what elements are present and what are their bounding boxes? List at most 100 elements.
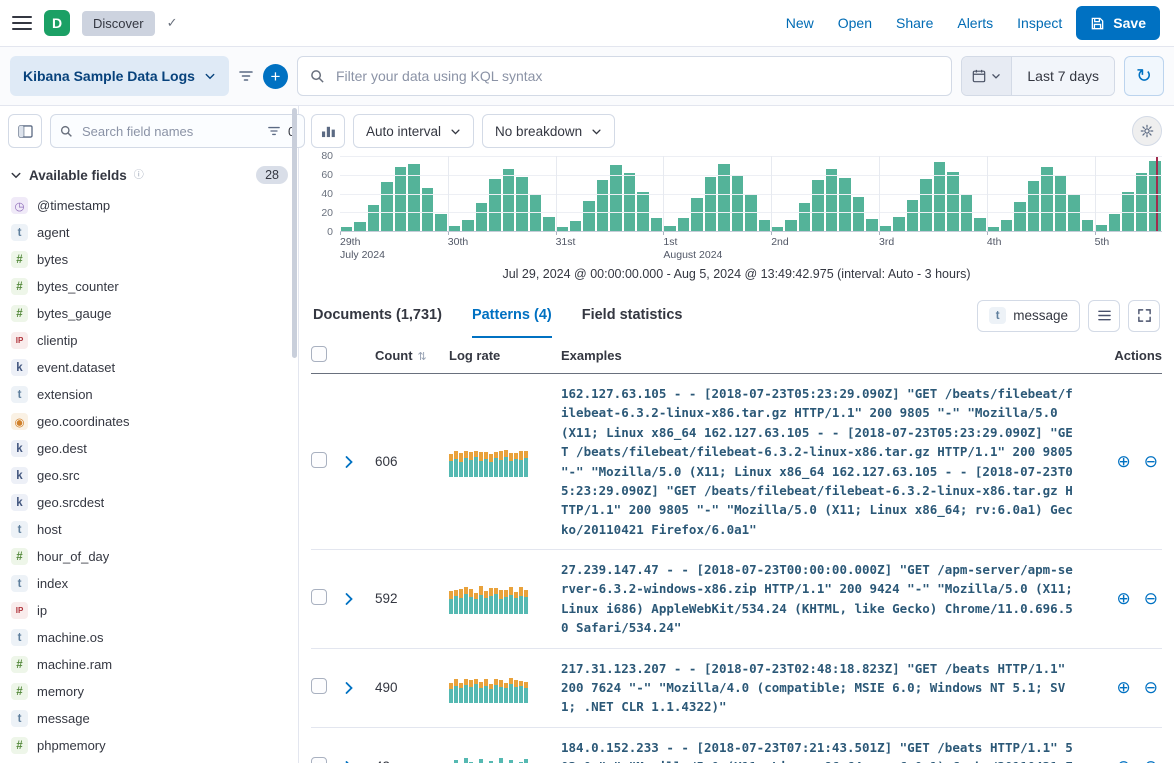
field-name: geo.srcdest	[37, 495, 105, 510]
tab-documents[interactable]: Documents (1,731)	[313, 306, 442, 323]
pattern-field-selector[interactable]: t message	[977, 299, 1080, 332]
filter-menu-icon[interactable]	[238, 69, 254, 83]
count-column-header[interactable]: Count ⇅	[375, 348, 427, 363]
gridline	[340, 193, 1162, 195]
histogram-bar	[1108, 214, 1121, 231]
nav-open[interactable]: Open	[837, 15, 872, 31]
field-list-item[interactable]: ◉ geo.coordinates	[5, 408, 293, 435]
available-fields-header: Available fields ⓘ 28	[0, 156, 298, 190]
histogram-bar	[394, 167, 407, 231]
data-view-picker[interactable]: Kibana Sample Data Logs	[10, 56, 229, 96]
row-checkbox[interactable]	[311, 589, 327, 606]
tab-field-statistics[interactable]: Field statistics	[581, 306, 683, 323]
pattern-count: 490	[375, 680, 398, 696]
filter-out-pattern-button[interactable]: ⊖	[1143, 589, 1158, 609]
histogram-bar	[947, 171, 959, 231]
chart-type-icon[interactable]	[311, 114, 345, 148]
calendar-icon	[972, 69, 986, 83]
row-checkbox[interactable]	[311, 678, 327, 695]
field-list-item[interactable]: t machine.os	[5, 624, 293, 651]
field-list-item[interactable]: # hour_of_day	[5, 543, 293, 570]
space-avatar[interactable]: D	[44, 10, 70, 36]
expand-row-icon[interactable]	[341, 759, 375, 763]
field-list-item[interactable]: t extension	[5, 381, 293, 408]
field-list-item[interactable]: t message	[5, 705, 293, 732]
field-filter-icon[interactable]	[267, 125, 281, 137]
kql-search-input[interactable]	[333, 67, 940, 85]
histogram-bar	[906, 200, 919, 231]
tab-patterns[interactable]: Patterns (4)	[471, 293, 552, 338]
filter-for-pattern-button[interactable]: ⊕	[1116, 452, 1131, 471]
field-list-item[interactable]: ◷ @timestamp	[5, 192, 293, 219]
field-list-item[interactable]: k geo.srcdest	[5, 489, 293, 516]
field-list-item[interactable]: t agent	[5, 219, 293, 246]
field-list-item[interactable]: # machine.ram	[5, 651, 293, 678]
date-quick-select[interactable]	[962, 57, 1013, 95]
field-list-item[interactable]: k geo.dest	[5, 435, 293, 462]
field-list-item[interactable]: IP clientip	[5, 327, 293, 354]
field-list-item[interactable]: IP ip	[5, 597, 293, 624]
refresh-button[interactable]: ↻	[1124, 56, 1164, 96]
field-list-item[interactable]: # bytes_counter	[5, 273, 293, 300]
chart-options-icon[interactable]	[1132, 116, 1162, 146]
expand-row-icon[interactable]	[341, 591, 375, 607]
collapse-sidebar-icon[interactable]	[8, 114, 42, 148]
field-search-input[interactable]	[80, 122, 260, 140]
histogram-bar	[623, 172, 636, 231]
nav-inspect[interactable]: Inspect	[1017, 15, 1063, 31]
chevron-down-icon[interactable]	[10, 169, 22, 181]
x-axis-label: 2nd	[771, 232, 789, 248]
histogram-bar	[1135, 172, 1148, 231]
field-name: geo.dest	[37, 441, 87, 456]
histogram-bar	[408, 163, 420, 231]
expand-row-icon[interactable]	[341, 454, 375, 470]
field-list-item[interactable]: # bytes	[5, 246, 293, 273]
histogram-bar	[650, 217, 663, 231]
menu-icon[interactable]	[12, 15, 32, 31]
nav-alerts[interactable]: Alerts	[957, 15, 994, 31]
histogram-bar	[718, 163, 730, 231]
field-list-item[interactable]: k event.dataset	[5, 354, 293, 381]
number-field-icon: #	[11, 278, 28, 295]
filter-for-pattern-button[interactable]: ⊕	[1116, 678, 1131, 698]
row-density-icon[interactable]	[1088, 299, 1120, 332]
field-name: index	[37, 576, 69, 591]
row-checkbox[interactable]	[311, 757, 327, 763]
expand-row-icon[interactable]	[341, 680, 375, 696]
filter-for-pattern-button[interactable]: ⊕	[1116, 589, 1131, 609]
ip-field-icon: IP	[11, 332, 28, 349]
filter-out-pattern-button[interactable]: ⊖	[1143, 678, 1158, 698]
row-checkbox[interactable]	[311, 452, 327, 468]
actions-column-header: Actions	[1114, 348, 1162, 363]
histogram-bar	[893, 216, 905, 231]
field-list-item[interactable]: treferer	[5, 759, 293, 763]
field-list-item[interactable]: # memory	[5, 678, 293, 705]
histogram-bar	[933, 161, 946, 231]
fullscreen-icon[interactable]	[1128, 299, 1160, 332]
select-all-checkbox[interactable]	[311, 346, 327, 362]
filter-out-pattern-button[interactable]: ⊖	[1143, 452, 1158, 471]
histogram-bar	[556, 227, 568, 231]
chevron-down-icon	[204, 70, 216, 82]
pattern-row: 606 162.127.63.105 - - [2018-07-23T05:23:…	[311, 374, 1162, 550]
histogram-bar	[839, 177, 851, 231]
filter-for-pattern-button[interactable]: ⊕	[1117, 758, 1131, 763]
field-list-item[interactable]: # phpmemory	[5, 732, 293, 759]
filter-out-pattern-button[interactable]: ⊖	[1144, 758, 1158, 763]
y-axis: 80 60 40 20 0	[321, 150, 333, 238]
field-list-item[interactable]: # bytes_gauge	[5, 300, 293, 327]
breakdown-select[interactable]: No breakdown	[482, 114, 616, 148]
x-axis-label: 30th	[447, 232, 469, 248]
breadcrumb[interactable]: Discover	[82, 10, 155, 36]
sidebar-scrollbar[interactable]	[292, 108, 297, 358]
time-range-button[interactable]: Last 7 days	[1012, 57, 1114, 95]
save-button[interactable]: Save	[1076, 6, 1160, 40]
add-filter-button[interactable]: +	[262, 63, 288, 89]
field-list-item[interactable]: k geo.src	[5, 462, 293, 489]
nav-share[interactable]: Share	[896, 15, 934, 31]
x-axis: 29th July 2024 30th 31st 1st August 2024 2nd 3r…	[340, 231, 1162, 261]
interval-select[interactable]: Auto interval	[353, 114, 475, 148]
field-list-item[interactable]: t index	[5, 570, 293, 597]
nav-new[interactable]: New	[785, 15, 814, 31]
field-list-item[interactable]: t host	[5, 516, 293, 543]
